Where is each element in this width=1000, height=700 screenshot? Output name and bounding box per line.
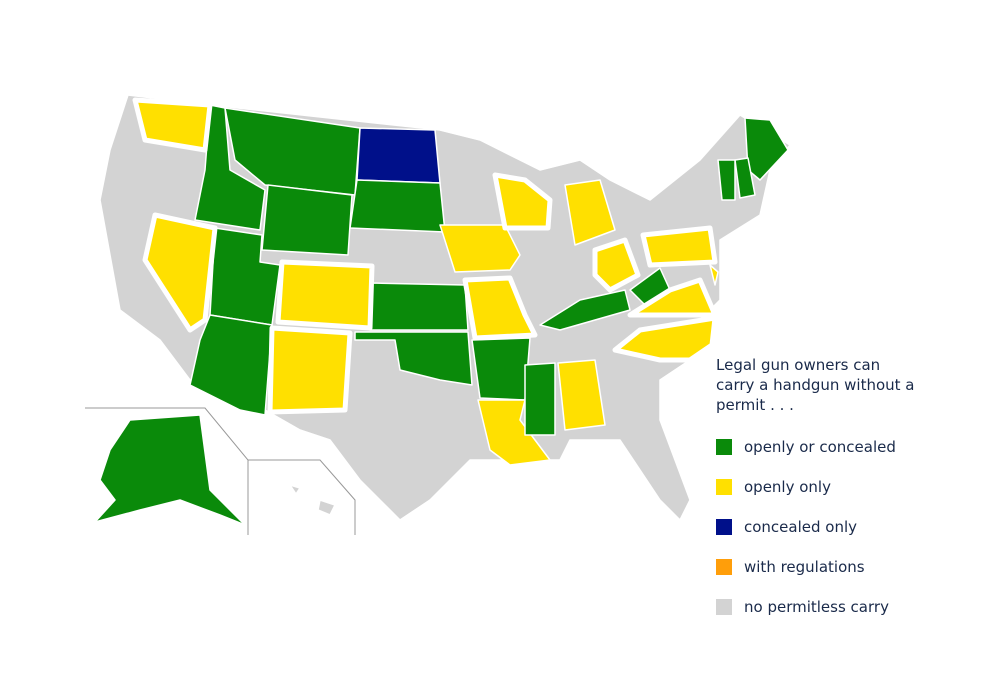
state	[592, 237, 641, 293]
state	[717, 159, 736, 201]
state	[289, 484, 301, 495]
state	[189, 314, 273, 416]
state	[94, 414, 246, 526]
legend-title: Legal gun owners can carry a handgun wit…	[716, 356, 915, 414]
state	[349, 179, 446, 233]
legend-entry: openly only	[716, 467, 916, 507]
legend-swatch	[716, 439, 732, 455]
inset-frame	[248, 459, 356, 535]
legend-entry: with regulations	[716, 547, 916, 587]
legend-entries: openly or concealed openly only concealed …	[716, 427, 916, 627]
state	[612, 315, 718, 363]
legend-swatch	[716, 559, 732, 575]
legend: Legal gun owners can carry a handgun wit…	[716, 355, 916, 627]
legend-label: openly or concealed	[744, 438, 896, 456]
state	[356, 127, 441, 184]
state	[275, 259, 375, 331]
state	[462, 275, 538, 341]
state	[194, 104, 266, 231]
inset-frame	[85, 407, 249, 535]
state	[709, 264, 719, 286]
state	[640, 225, 718, 268]
state	[539, 289, 631, 331]
state	[132, 97, 213, 153]
state	[471, 337, 531, 401]
state	[557, 359, 606, 431]
legend-label: no permitless carry	[744, 598, 889, 616]
state	[267, 325, 353, 415]
state	[524, 362, 556, 436]
state	[439, 224, 521, 273]
state	[627, 277, 718, 318]
legend-label: concealed only	[744, 518, 858, 536]
state	[317, 499, 336, 516]
legend-label: with regulations	[744, 558, 865, 576]
state	[369, 282, 469, 331]
state	[564, 179, 616, 246]
legend-entry: no permitless carry	[716, 587, 916, 627]
state	[492, 172, 553, 231]
state	[354, 331, 473, 386]
state	[744, 117, 789, 181]
state	[261, 184, 353, 256]
legend-entry: concealed only	[716, 507, 916, 547]
legend-swatch	[716, 519, 732, 535]
legend-swatch	[716, 599, 732, 615]
legend-entry: openly or concealed	[716, 427, 916, 467]
legend-label: openly only	[744, 478, 831, 496]
legend-swatch	[716, 479, 732, 495]
state	[142, 212, 218, 333]
state	[734, 157, 756, 199]
